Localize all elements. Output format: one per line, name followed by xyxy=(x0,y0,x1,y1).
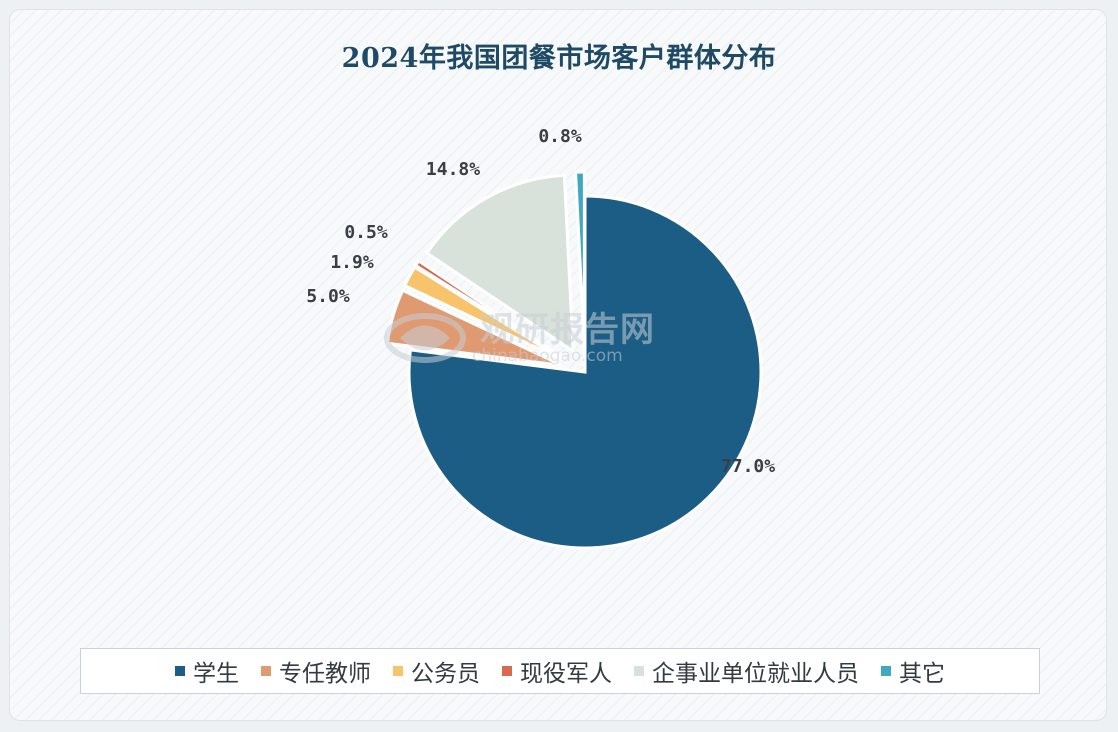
data-label-other: 0.8% xyxy=(538,126,582,147)
chart-legend: 学生 专任教师 公务员 现役军人 企事业单位就业人员 其它 xyxy=(80,648,1040,694)
legend-item-civil-servant: 公务员 xyxy=(393,654,480,688)
legend-swatch xyxy=(502,666,512,676)
pie-slice-civil-servant xyxy=(402,265,565,362)
legend-swatch xyxy=(175,666,185,676)
legend-swatch xyxy=(634,666,644,676)
pie-slice-other xyxy=(573,170,586,349)
pie-slice-soldier xyxy=(413,258,566,361)
legend-item-soldier: 现役军人 xyxy=(502,654,612,688)
legend-label: 公务员 xyxy=(411,661,480,687)
watermark-url: chinabaogao.com xyxy=(472,346,623,366)
legend-item-employee: 企事业单位就业人员 xyxy=(634,654,859,688)
legend-item-other: 其它 xyxy=(881,654,945,688)
data-label-student: 77.0% xyxy=(721,456,775,477)
legend-swatch xyxy=(881,666,891,676)
data-label-civil-servant: 1.9% xyxy=(330,252,374,273)
chart-title: 2024年我国团餐市场客户群体分布 xyxy=(341,43,777,74)
legend-label: 现役军人 xyxy=(520,661,612,687)
watermark-brand: 观研报告网 xyxy=(480,310,655,350)
legend-swatch xyxy=(261,666,271,676)
watermark: 观研报告网 chinabaogao.com xyxy=(380,300,700,380)
legend-label: 学生 xyxy=(193,661,239,687)
legend-label: 企事业单位就业人员 xyxy=(652,661,859,687)
pie-slice-employee xyxy=(424,173,575,355)
data-label-teacher: 5.0% xyxy=(306,286,350,307)
data-label-soldier: 0.5% xyxy=(344,222,388,243)
pie-labels: 77.0% 5.0% 1.9% 0.5% 14.8% 0.8% xyxy=(306,126,775,477)
pie-slice-student xyxy=(407,194,763,550)
legend-label: 专任教师 xyxy=(279,661,371,687)
legend-label: 其它 xyxy=(899,661,945,687)
legend-item-student: 学生 xyxy=(175,654,239,688)
legend-item-teacher: 专任教师 xyxy=(261,654,371,688)
legend-swatch xyxy=(393,666,403,676)
watermark-logo-icon xyxy=(384,313,466,363)
data-label-employee: 14.8% xyxy=(426,159,480,180)
